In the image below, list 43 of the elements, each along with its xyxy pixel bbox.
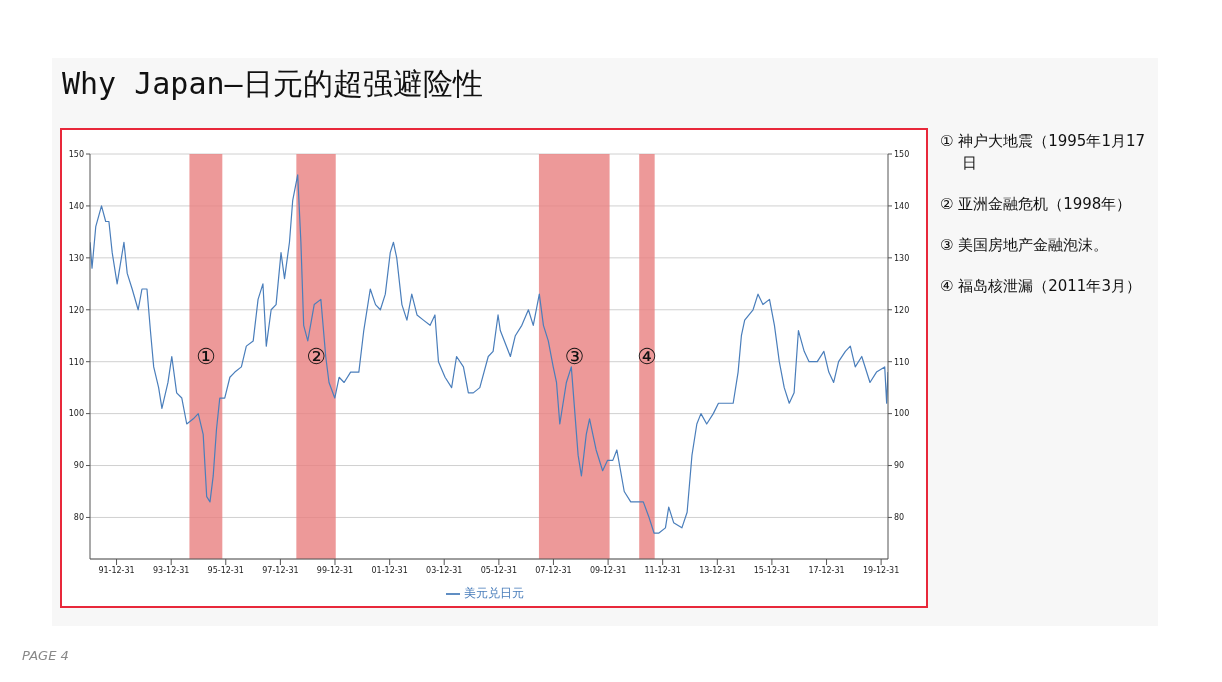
band-label: ② (306, 344, 326, 370)
x-tick-label: 09-12-31 (589, 565, 627, 575)
x-tick-label: 11-12-31 (644, 565, 681, 575)
band-label: ④ (637, 344, 657, 370)
y2-tick-label: 140 (894, 201, 910, 211)
x-tick-label: 93-12-31 (153, 565, 190, 575)
text: PAGE 4 (22, 648, 69, 663)
x-tick-label: 03-12-31 (426, 565, 463, 575)
legend-label: 美元兑日元 (464, 586, 524, 600)
y-tick-label: 100 (68, 409, 84, 419)
x-tick-label: 17-12-31 (808, 565, 845, 575)
y2-tick-label: 120 (894, 305, 910, 315)
y2-tick-label: 80 (894, 513, 905, 523)
x-tick-label: 91-12-31 (98, 565, 135, 575)
text: ① 神户大地震（1995年1月17日 (940, 131, 1147, 174)
x-tick-label: 95-12-31 (207, 565, 244, 575)
text: ③ 美国房地产金融泡沫。 (940, 235, 1110, 256)
x-tick-label: 19-12-31 (862, 565, 900, 575)
y2-tick-label: 150 (894, 149, 910, 159)
text: ④ 福岛核泄漏（2011年3月） (940, 276, 1142, 297)
text: ② 亚洲金融危机（1998年） (940, 194, 1133, 215)
x-tick-label: 99-12-31 (316, 565, 354, 575)
line-series (90, 174, 888, 534)
y-tick-label: 110 (68, 357, 84, 367)
x-tick-label: 05-12-31 (480, 565, 518, 575)
y2-tick-label: 100 (894, 409, 910, 419)
x-tick-label: 15-12-31 (753, 565, 791, 575)
band-label: ① (196, 344, 216, 370)
y-tick-label: 140 (68, 201, 84, 211)
x-tick-label: 07-12-31 (535, 565, 572, 575)
y-tick-label: 80 (73, 513, 84, 523)
chart-title: Why Japan—日元的超强避险性 (62, 65, 483, 103)
x-tick-label: 13-12-31 (699, 565, 736, 575)
y2-tick-label: 110 (894, 357, 910, 367)
y-tick-label: 150 (68, 149, 84, 159)
y2-tick-label: 130 (894, 253, 910, 263)
band-label: ③ (564, 344, 585, 370)
y-tick-label: 130 (68, 253, 84, 263)
x-tick-label: 97-12-31 (262, 565, 299, 575)
x-tick-label: 01-12-31 (371, 565, 408, 575)
y-tick-label: 90 (73, 461, 84, 471)
y2-tick-label: 90 (894, 461, 905, 471)
y-tick-label: 120 (68, 305, 84, 315)
